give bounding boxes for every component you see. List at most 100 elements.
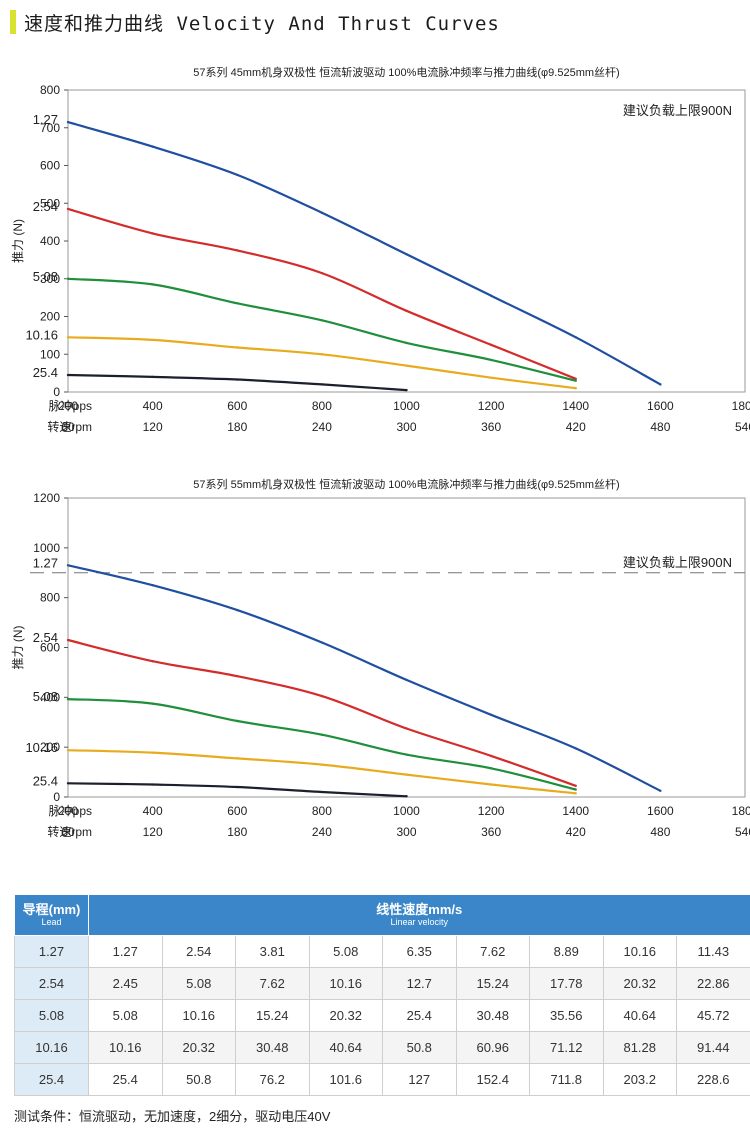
y-tick-label: 1000 — [33, 541, 60, 555]
series-line-5-08 — [67, 277, 577, 382]
x-tick-label-rpm: 60 — [61, 825, 75, 839]
x-tick-label-rpm: 540 — [735, 420, 750, 434]
data-point-5-08 — [405, 341, 408, 345]
data-point-10-16 — [320, 763, 324, 766]
table-cell: 20.32 — [308, 999, 383, 1032]
x-tick-label-rpm: 120 — [143, 825, 163, 839]
table-cell: 12.7 — [382, 967, 457, 1000]
data-point-5-08 — [66, 277, 70, 280]
series-label-2-54: 2.54 — [33, 199, 58, 214]
data-point-5-08 — [489, 358, 493, 362]
data-point-25-4 — [236, 785, 239, 789]
table-cell: 5.08 — [161, 967, 236, 1000]
x-tick-label-pps: 800 — [312, 399, 332, 413]
y-tick-label: 0 — [53, 385, 60, 399]
table-cell: 2.54 — [161, 935, 236, 968]
x-tick-label-rpm: 60 — [61, 420, 75, 434]
lead-header-sublabel: Lead — [41, 917, 62, 927]
y-axis-label: 推力 (N) — [11, 219, 25, 263]
data-point-10-16 — [574, 792, 577, 795]
data-point-1-27 — [574, 336, 577, 339]
data-point-5-08 — [320, 319, 324, 322]
data-point-1-27 — [405, 678, 408, 682]
table-cell: 10.16 — [602, 935, 677, 968]
data-point-25-4 — [66, 782, 70, 785]
table-cell-lead: 5.08 — [14, 999, 89, 1032]
table-cell: 10.16 — [88, 1031, 163, 1064]
data-point-2-54 — [489, 754, 493, 758]
y-tick-label: 800 — [40, 83, 60, 97]
chart-title: 57系列 55mm机身双极性 恒流斩波驱动 100%电流脉冲频率与推力曲线(φ9… — [193, 477, 619, 491]
data-point-1-27 — [659, 789, 662, 792]
table-cell-lead: 10.16 — [14, 1031, 89, 1064]
data-point-10-16 — [66, 336, 70, 339]
table-cell: 711.8 — [529, 1063, 604, 1096]
thrust-chart-55mm: 57系列 55mm机身双极性 恒流斩波驱动 100%电流脉冲频率与推力曲线(φ9… — [11, 477, 750, 839]
x-axis-label-pps: 脉冲pps — [49, 803, 92, 818]
series-label-2-54: 2.54 — [33, 630, 58, 645]
y-axis-label: 推力 (N) — [11, 626, 25, 670]
series-label-25-4: 25.4 — [33, 365, 58, 380]
data-point-1-27 — [405, 253, 408, 256]
y-tick-label: 100 — [40, 347, 60, 361]
plot-frame — [67, 89, 746, 393]
data-point-25-4 — [151, 375, 154, 379]
table-row: 5.08 5.08 10.16 15.24 20.32 25.4 30.48 3… — [14, 999, 750, 1032]
table-cell: 35.56 — [529, 999, 604, 1032]
y-tick-label: 0 — [53, 790, 60, 804]
x-tick-label-pps: 200 — [58, 399, 78, 413]
data-point-5-08 — [574, 788, 577, 791]
table-cell: 10.16 — [308, 967, 383, 1000]
data-point-1-27 — [489, 713, 493, 716]
x-tick-label-rpm: 420 — [566, 825, 586, 839]
speed-column-header: 线性速度mm/s Linear velocity — [88, 894, 750, 936]
table-cell: 11.43 — [676, 935, 750, 968]
data-point-25-4 — [66, 373, 70, 377]
data-point-10-16 — [489, 783, 493, 786]
data-point-2-54 — [489, 343, 493, 347]
data-point-1-27 — [320, 641, 324, 644]
x-tick-label-pps: 1200 — [478, 804, 505, 818]
x-axis-label-rpm: 转速rpm — [47, 419, 92, 434]
series-label-1-27: 1.27 — [33, 112, 58, 127]
data-point-1-27 — [574, 747, 577, 750]
table-cell: 30.48 — [455, 999, 530, 1032]
x-tick-label-pps: 1200 — [478, 399, 505, 413]
table-cell: 2.45 — [88, 967, 163, 1000]
table-cell: 7.62 — [455, 935, 530, 968]
x-tick-label-pps: 1800 — [732, 399, 750, 413]
data-point-2-54 — [66, 207, 70, 211]
x-tick-label-rpm: 540 — [735, 825, 750, 839]
data-point-25-4 — [405, 795, 408, 798]
table-cell: 101.6 — [308, 1063, 383, 1096]
thrust-chart-45mm: 57系列 45mm机身双极性 恒流斩波驱动 100%电流脉冲频率与推力曲线(φ9… — [11, 65, 750, 434]
data-point-2-54 — [236, 674, 239, 678]
series-label-1-27: 1.27 — [33, 555, 58, 570]
data-point-5-08 — [489, 767, 493, 770]
y-tick-label: 300 — [40, 272, 60, 286]
page-header: 速度和推力曲线 Velocity And Thrust Curves — [0, 0, 750, 44]
table-cell: 15.24 — [455, 967, 530, 1000]
table-cell: 8.89 — [529, 935, 604, 968]
data-point-1-27 — [236, 173, 239, 177]
x-tick-label-rpm: 480 — [650, 825, 670, 839]
x-tick-label-pps: 1000 — [393, 804, 420, 818]
table-cell: 50.8 — [382, 1031, 457, 1064]
table-cell: 7.62 — [235, 967, 310, 1000]
x-tick-label-pps: 800 — [312, 804, 332, 818]
test-conditions-note: 测试条件：恒流驱动，无加速度，2细分，驱动电压40V — [14, 1109, 331, 1124]
data-point-2-54 — [320, 271, 324, 275]
data-point-5-08 — [405, 753, 408, 756]
data-point-10-16 — [66, 748, 70, 752]
data-point-5-08 — [236, 302, 239, 305]
series-line-5-08 — [67, 698, 577, 791]
x-tick-label-rpm: 360 — [481, 825, 501, 839]
data-point-5-08 — [236, 719, 239, 723]
x-tick-label-rpm: 180 — [227, 420, 247, 434]
table-cell: 45.72 — [676, 999, 750, 1032]
table-cell: 5.08 — [308, 935, 383, 968]
data-point-25-4 — [320, 790, 324, 794]
x-tick-label-rpm: 180 — [227, 825, 247, 839]
linear-velocity-table: 导程(mm) Lead 线性速度mm/s Linear velocity 1.2… — [14, 894, 750, 1096]
series-line-1-27 — [67, 121, 661, 386]
